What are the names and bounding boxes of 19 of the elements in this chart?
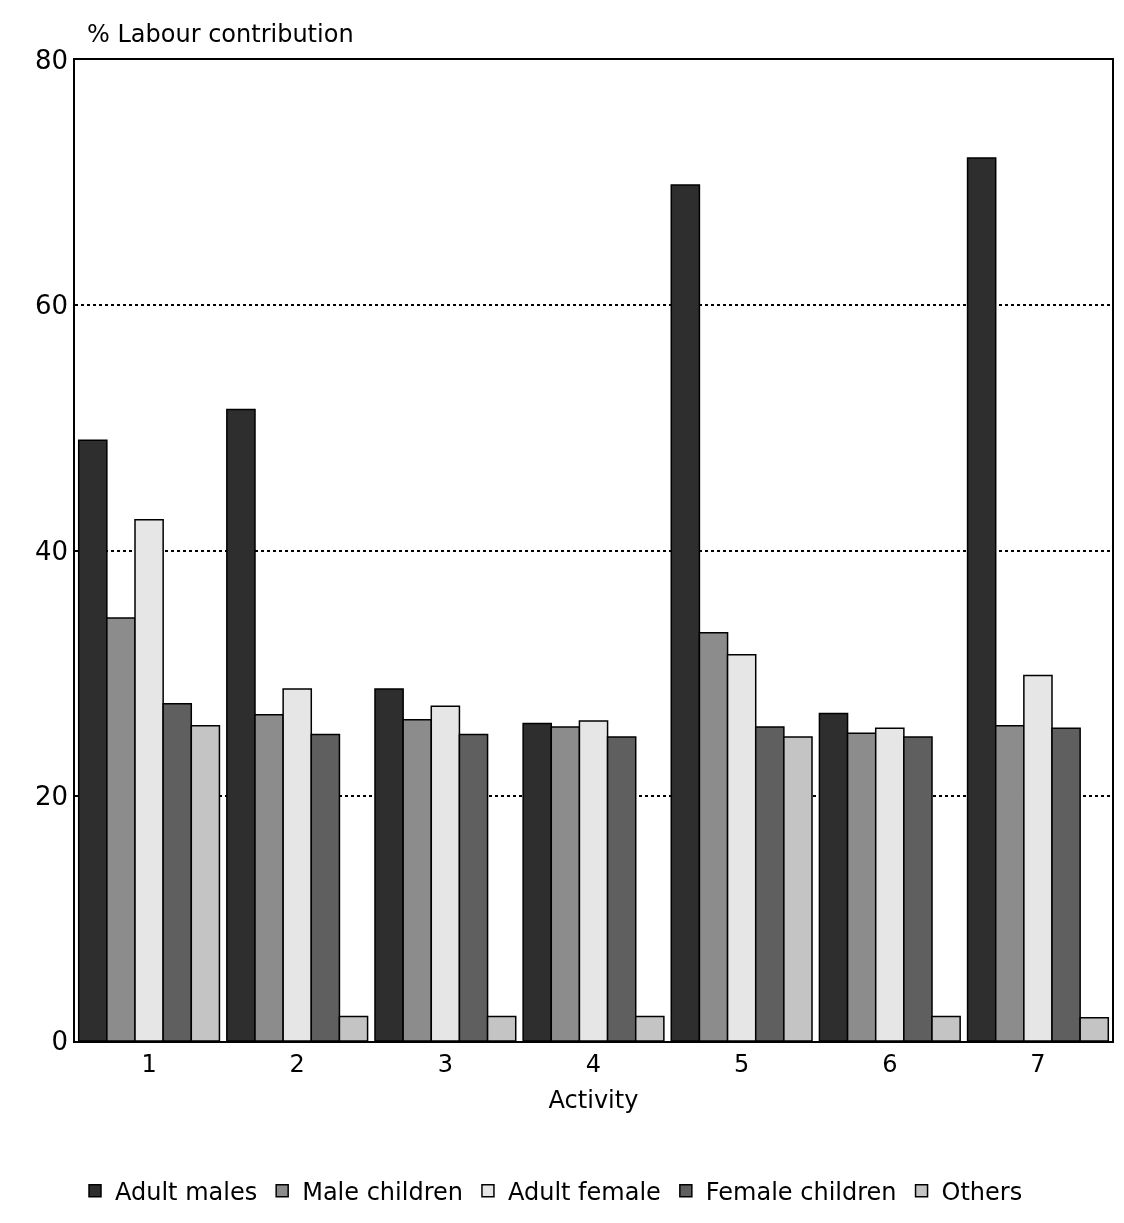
legend-label: Male children	[302, 1177, 463, 1206]
legend-label: Adult female	[507, 1177, 661, 1206]
x-tick-label: 7	[1030, 1049, 1046, 1078]
x-tick-label: 2	[289, 1049, 305, 1078]
y-tick-label: 80	[34, 45, 69, 76]
x-tick-label: 5	[734, 1049, 750, 1078]
legend-label: Female children	[705, 1177, 897, 1206]
y-tick-label: 40	[34, 535, 69, 566]
x-tick-label: 3	[437, 1049, 453, 1078]
x-tick-label: 1	[141, 1049, 157, 1078]
x-axis-title: Activity	[548, 1086, 639, 1115]
y-axis-title: % Labour contribution	[87, 20, 354, 48]
x-tick-label: 4	[585, 1049, 602, 1078]
y-tick-label: 60	[34, 290, 69, 321]
x-tick-label: 6	[882, 1049, 898, 1078]
legend-label: Adult males	[115, 1177, 258, 1206]
y-tick-label: 0	[51, 1026, 69, 1057]
legend-label: Others	[941, 1177, 1023, 1206]
y-tick-label: 20	[34, 780, 69, 811]
